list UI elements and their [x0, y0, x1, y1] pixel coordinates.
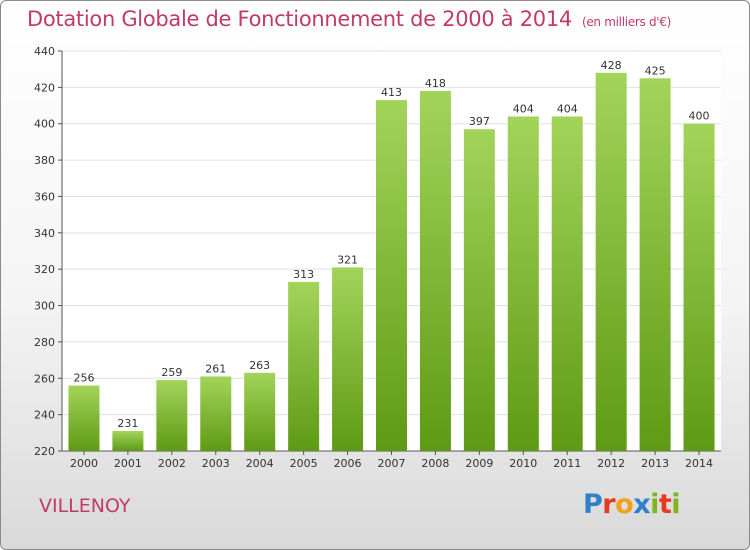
logo-letter: i [671, 489, 681, 520]
x-tick-label-2000: 2000 [70, 457, 98, 470]
y-tick-label: 280 [34, 336, 55, 349]
data-label-2011: 404 [557, 102, 578, 115]
bar-2004 [244, 372, 276, 451]
axes: 220 240 260 280 300 320 340 360 380 400 420 440 2000… [34, 45, 721, 470]
commune-name: VILLENOY [39, 495, 131, 517]
y-tick-label: 220 [34, 445, 55, 458]
bar-2011 [551, 116, 583, 452]
bar-2001 [112, 431, 144, 451]
x-tick-label-2014: 2014 [685, 457, 713, 470]
data-label-2012: 428 [601, 59, 622, 72]
data-labels: 256 231 259 261 263 313 321 413 418 397 404 404 428 4… [73, 59, 709, 430]
data-label-2002: 259 [161, 366, 182, 379]
y-tick-label: 320 [34, 263, 55, 276]
x-tick-label-2005: 2005 [290, 457, 318, 470]
y-tick-label: 260 [34, 372, 55, 385]
data-label-2013: 425 [645, 64, 666, 77]
bar-2008 [419, 91, 451, 451]
logo-letter: r [602, 489, 616, 520]
data-label-2005: 313 [293, 268, 314, 281]
bar-2014 [683, 123, 715, 452]
logo-letter: i [650, 489, 659, 520]
y-tick-label: 420 [34, 81, 55, 94]
data-label-2004: 263 [249, 359, 270, 372]
data-label-2014: 400 [689, 110, 710, 123]
bar-2000 [68, 385, 100, 451]
data-label-2003: 261 [205, 362, 226, 375]
bar-2006 [332, 267, 364, 451]
x-tick-label-2012: 2012 [597, 457, 625, 470]
y-tick-label: 380 [34, 154, 55, 167]
x-tick-label-2007: 2007 [378, 457, 406, 470]
data-label-2010: 404 [513, 102, 534, 115]
bar-2007 [376, 100, 407, 451]
data-label-2007: 413 [381, 86, 402, 99]
bar-2003 [200, 376, 232, 451]
bar-2010 [507, 116, 539, 452]
bar-2012 [595, 72, 627, 452]
x-tick-label-2003: 2003 [202, 457, 230, 470]
chart-title: Dotation Globale de Fonctionnement de 20… [27, 7, 671, 31]
x-tick-label-2011: 2011 [553, 457, 581, 470]
x-tick-label-2002: 2002 [158, 457, 186, 470]
logo-letter: x [633, 489, 651, 520]
x-tick-label-2006: 2006 [334, 457, 362, 470]
x-tick-label-2004: 2004 [246, 457, 274, 470]
y-tick-label: 300 [34, 300, 55, 313]
data-label-2001: 231 [117, 417, 138, 430]
data-label-2009: 397 [469, 115, 490, 128]
proxiti-logo: Proxiti [583, 489, 681, 520]
data-label-2000: 256 [73, 372, 94, 385]
y-tick-label: 360 [34, 190, 55, 203]
logo-letter: o [615, 489, 634, 520]
x-tick-label-2010: 2010 [509, 457, 537, 470]
bars [68, 72, 715, 452]
chart-unit: (en milliers d'€) [581, 15, 671, 29]
y-tick-label: 440 [34, 45, 55, 58]
x-tick-label-2001: 2001 [114, 457, 142, 470]
bar-2009 [463, 129, 495, 451]
x-tick-label-2009: 2009 [465, 457, 493, 470]
x-tick-label-2013: 2013 [641, 457, 669, 470]
data-label-2008: 418 [425, 77, 446, 90]
y-tick-label: 340 [34, 227, 55, 240]
y-tick-label: 400 [34, 118, 55, 131]
chart-title-text: Dotation Globale de Fonctionnement de 20… [27, 7, 572, 31]
bar-2002 [156, 380, 188, 451]
logo-letter: P [583, 489, 603, 520]
x-tick-label-2008: 2008 [421, 457, 449, 470]
y-tick-label: 240 [34, 409, 55, 422]
data-label-2006: 321 [337, 253, 358, 266]
bar-2013 [639, 78, 671, 451]
bar-2005 [288, 281, 320, 451]
logo-letter: t [658, 489, 672, 520]
